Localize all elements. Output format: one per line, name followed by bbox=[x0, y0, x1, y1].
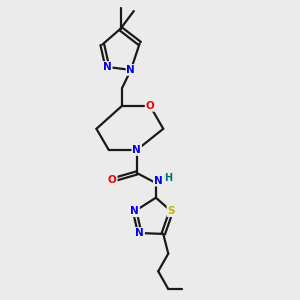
Text: N: N bbox=[103, 62, 112, 72]
Text: N: N bbox=[127, 65, 135, 75]
Text: N: N bbox=[130, 206, 139, 216]
Text: H: H bbox=[164, 173, 172, 183]
Text: O: O bbox=[146, 101, 154, 111]
Text: S: S bbox=[167, 206, 175, 216]
Text: N: N bbox=[132, 145, 141, 155]
Text: O: O bbox=[108, 175, 117, 185]
Text: N: N bbox=[154, 176, 163, 186]
Text: N: N bbox=[135, 228, 144, 238]
